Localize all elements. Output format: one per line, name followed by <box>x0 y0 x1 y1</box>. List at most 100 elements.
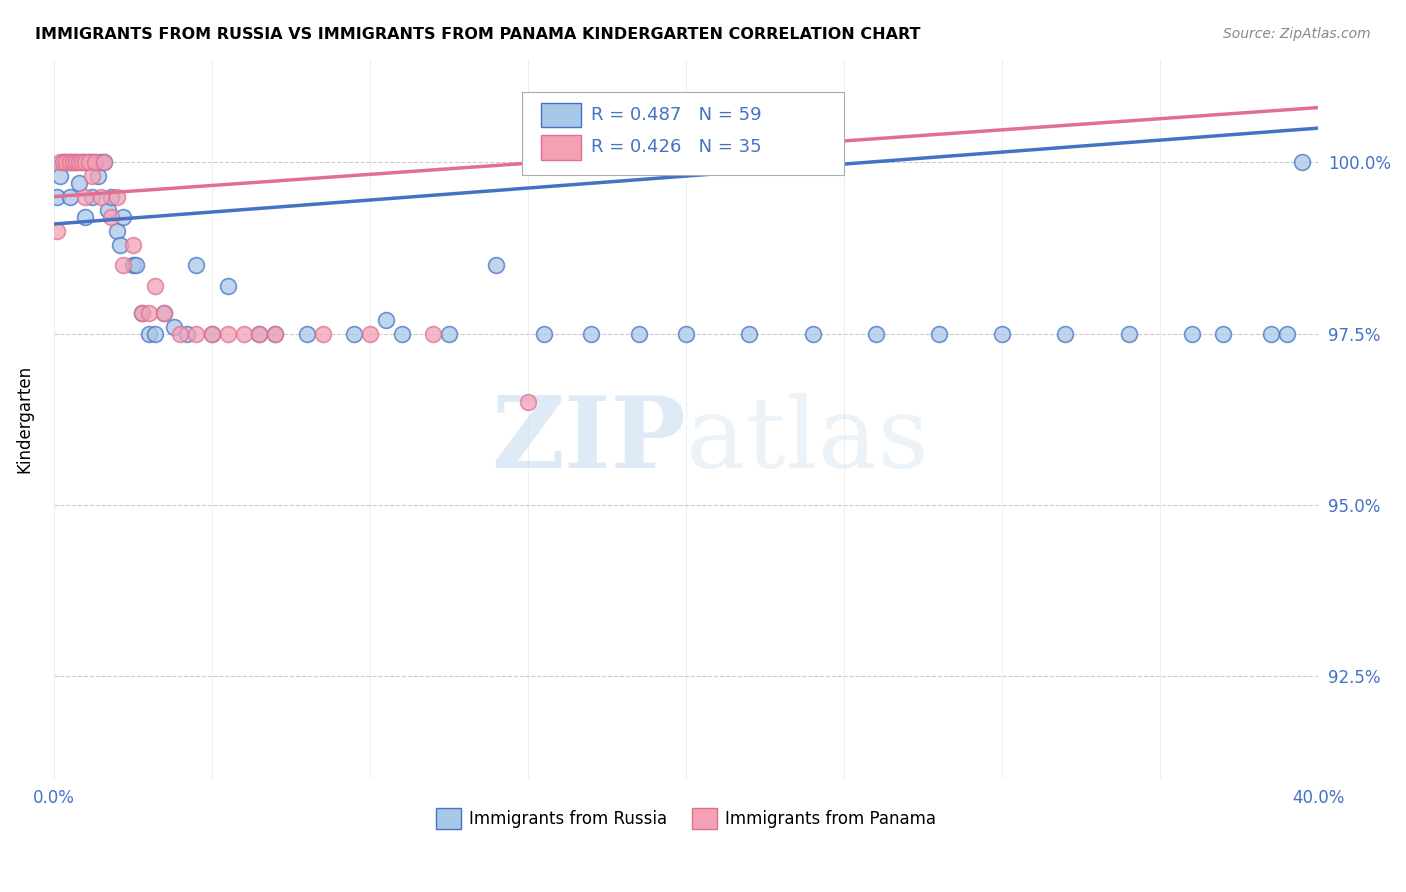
Point <box>176 326 198 341</box>
Point <box>247 326 270 341</box>
Point <box>579 326 602 341</box>
Point <box>90 189 112 203</box>
Point <box>59 189 82 203</box>
FancyBboxPatch shape <box>541 103 581 128</box>
Point <box>77 155 100 169</box>
Point <box>1054 326 1077 341</box>
Point <box>75 210 97 224</box>
Point <box>143 278 166 293</box>
Point <box>77 155 100 169</box>
Point <box>131 306 153 320</box>
Point <box>232 326 254 341</box>
Point <box>991 326 1014 341</box>
Point <box>1181 326 1204 341</box>
Point <box>59 155 82 169</box>
Point <box>100 210 122 224</box>
Point <box>125 258 148 272</box>
Point <box>67 155 90 169</box>
Point <box>517 395 540 409</box>
Point <box>49 155 72 169</box>
Point <box>201 326 224 341</box>
Point <box>169 326 191 341</box>
Point <box>485 258 508 272</box>
Legend: Immigrants from Russia, Immigrants from Panama: Immigrants from Russia, Immigrants from … <box>429 802 943 835</box>
Point <box>59 155 82 169</box>
Point <box>84 155 107 169</box>
Point <box>801 326 824 341</box>
Point <box>105 189 128 203</box>
Point <box>311 326 333 341</box>
Point <box>391 326 413 341</box>
Point <box>627 326 650 341</box>
Point <box>52 155 75 169</box>
Point <box>72 155 94 169</box>
Point <box>62 155 84 169</box>
Text: R = 0.487   N = 59: R = 0.487 N = 59 <box>591 106 762 124</box>
Text: Source: ZipAtlas.com: Source: ZipAtlas.com <box>1223 27 1371 41</box>
Point <box>46 224 69 238</box>
Point <box>1260 326 1282 341</box>
Point <box>138 326 160 341</box>
Point <box>1212 326 1234 341</box>
FancyBboxPatch shape <box>541 135 581 160</box>
Point <box>80 155 103 169</box>
Point <box>437 326 460 341</box>
Point <box>112 258 135 272</box>
Point <box>121 258 143 272</box>
Point <box>374 313 396 327</box>
Point <box>72 155 94 169</box>
Point <box>264 326 287 341</box>
Point <box>55 155 77 169</box>
Point <box>67 176 90 190</box>
FancyBboxPatch shape <box>522 92 844 175</box>
Point <box>105 224 128 238</box>
Point <box>80 189 103 203</box>
Point <box>75 155 97 169</box>
Point <box>153 306 176 320</box>
Point <box>90 155 112 169</box>
Point <box>65 155 87 169</box>
Point <box>163 319 186 334</box>
Point <box>1291 155 1313 169</box>
Point <box>138 306 160 320</box>
Point <box>928 326 950 341</box>
Point <box>121 237 143 252</box>
Text: atlas: atlas <box>686 393 929 489</box>
Point <box>55 155 77 169</box>
Point <box>865 326 887 341</box>
Point <box>184 258 207 272</box>
Point <box>100 189 122 203</box>
Point <box>110 237 132 252</box>
Point <box>49 169 72 183</box>
Point <box>738 326 761 341</box>
Text: ZIP: ZIP <box>491 392 686 490</box>
Point <box>343 326 366 341</box>
Text: R = 0.426   N = 35: R = 0.426 N = 35 <box>591 138 762 156</box>
Point <box>201 326 224 341</box>
Point <box>97 203 120 218</box>
Point <box>112 210 135 224</box>
Point <box>675 326 697 341</box>
Text: IMMIGRANTS FROM RUSSIA VS IMMIGRANTS FROM PANAMA KINDERGARTEN CORRELATION CHART: IMMIGRANTS FROM RUSSIA VS IMMIGRANTS FRO… <box>35 27 921 42</box>
Point <box>359 326 381 341</box>
Point <box>422 326 444 341</box>
Point <box>46 189 69 203</box>
Point <box>184 326 207 341</box>
Point <box>295 326 318 341</box>
Point <box>80 169 103 183</box>
Point <box>247 326 270 341</box>
Point <box>1275 326 1298 341</box>
Point <box>533 326 555 341</box>
Point <box>84 155 107 169</box>
Point <box>75 155 97 169</box>
Point <box>75 189 97 203</box>
Point <box>217 326 239 341</box>
Point <box>1118 326 1140 341</box>
Point <box>153 306 176 320</box>
Point <box>131 306 153 320</box>
Point <box>52 155 75 169</box>
Point <box>217 278 239 293</box>
Point <box>65 155 87 169</box>
Y-axis label: Kindergarten: Kindergarten <box>15 365 32 474</box>
Point <box>93 155 115 169</box>
